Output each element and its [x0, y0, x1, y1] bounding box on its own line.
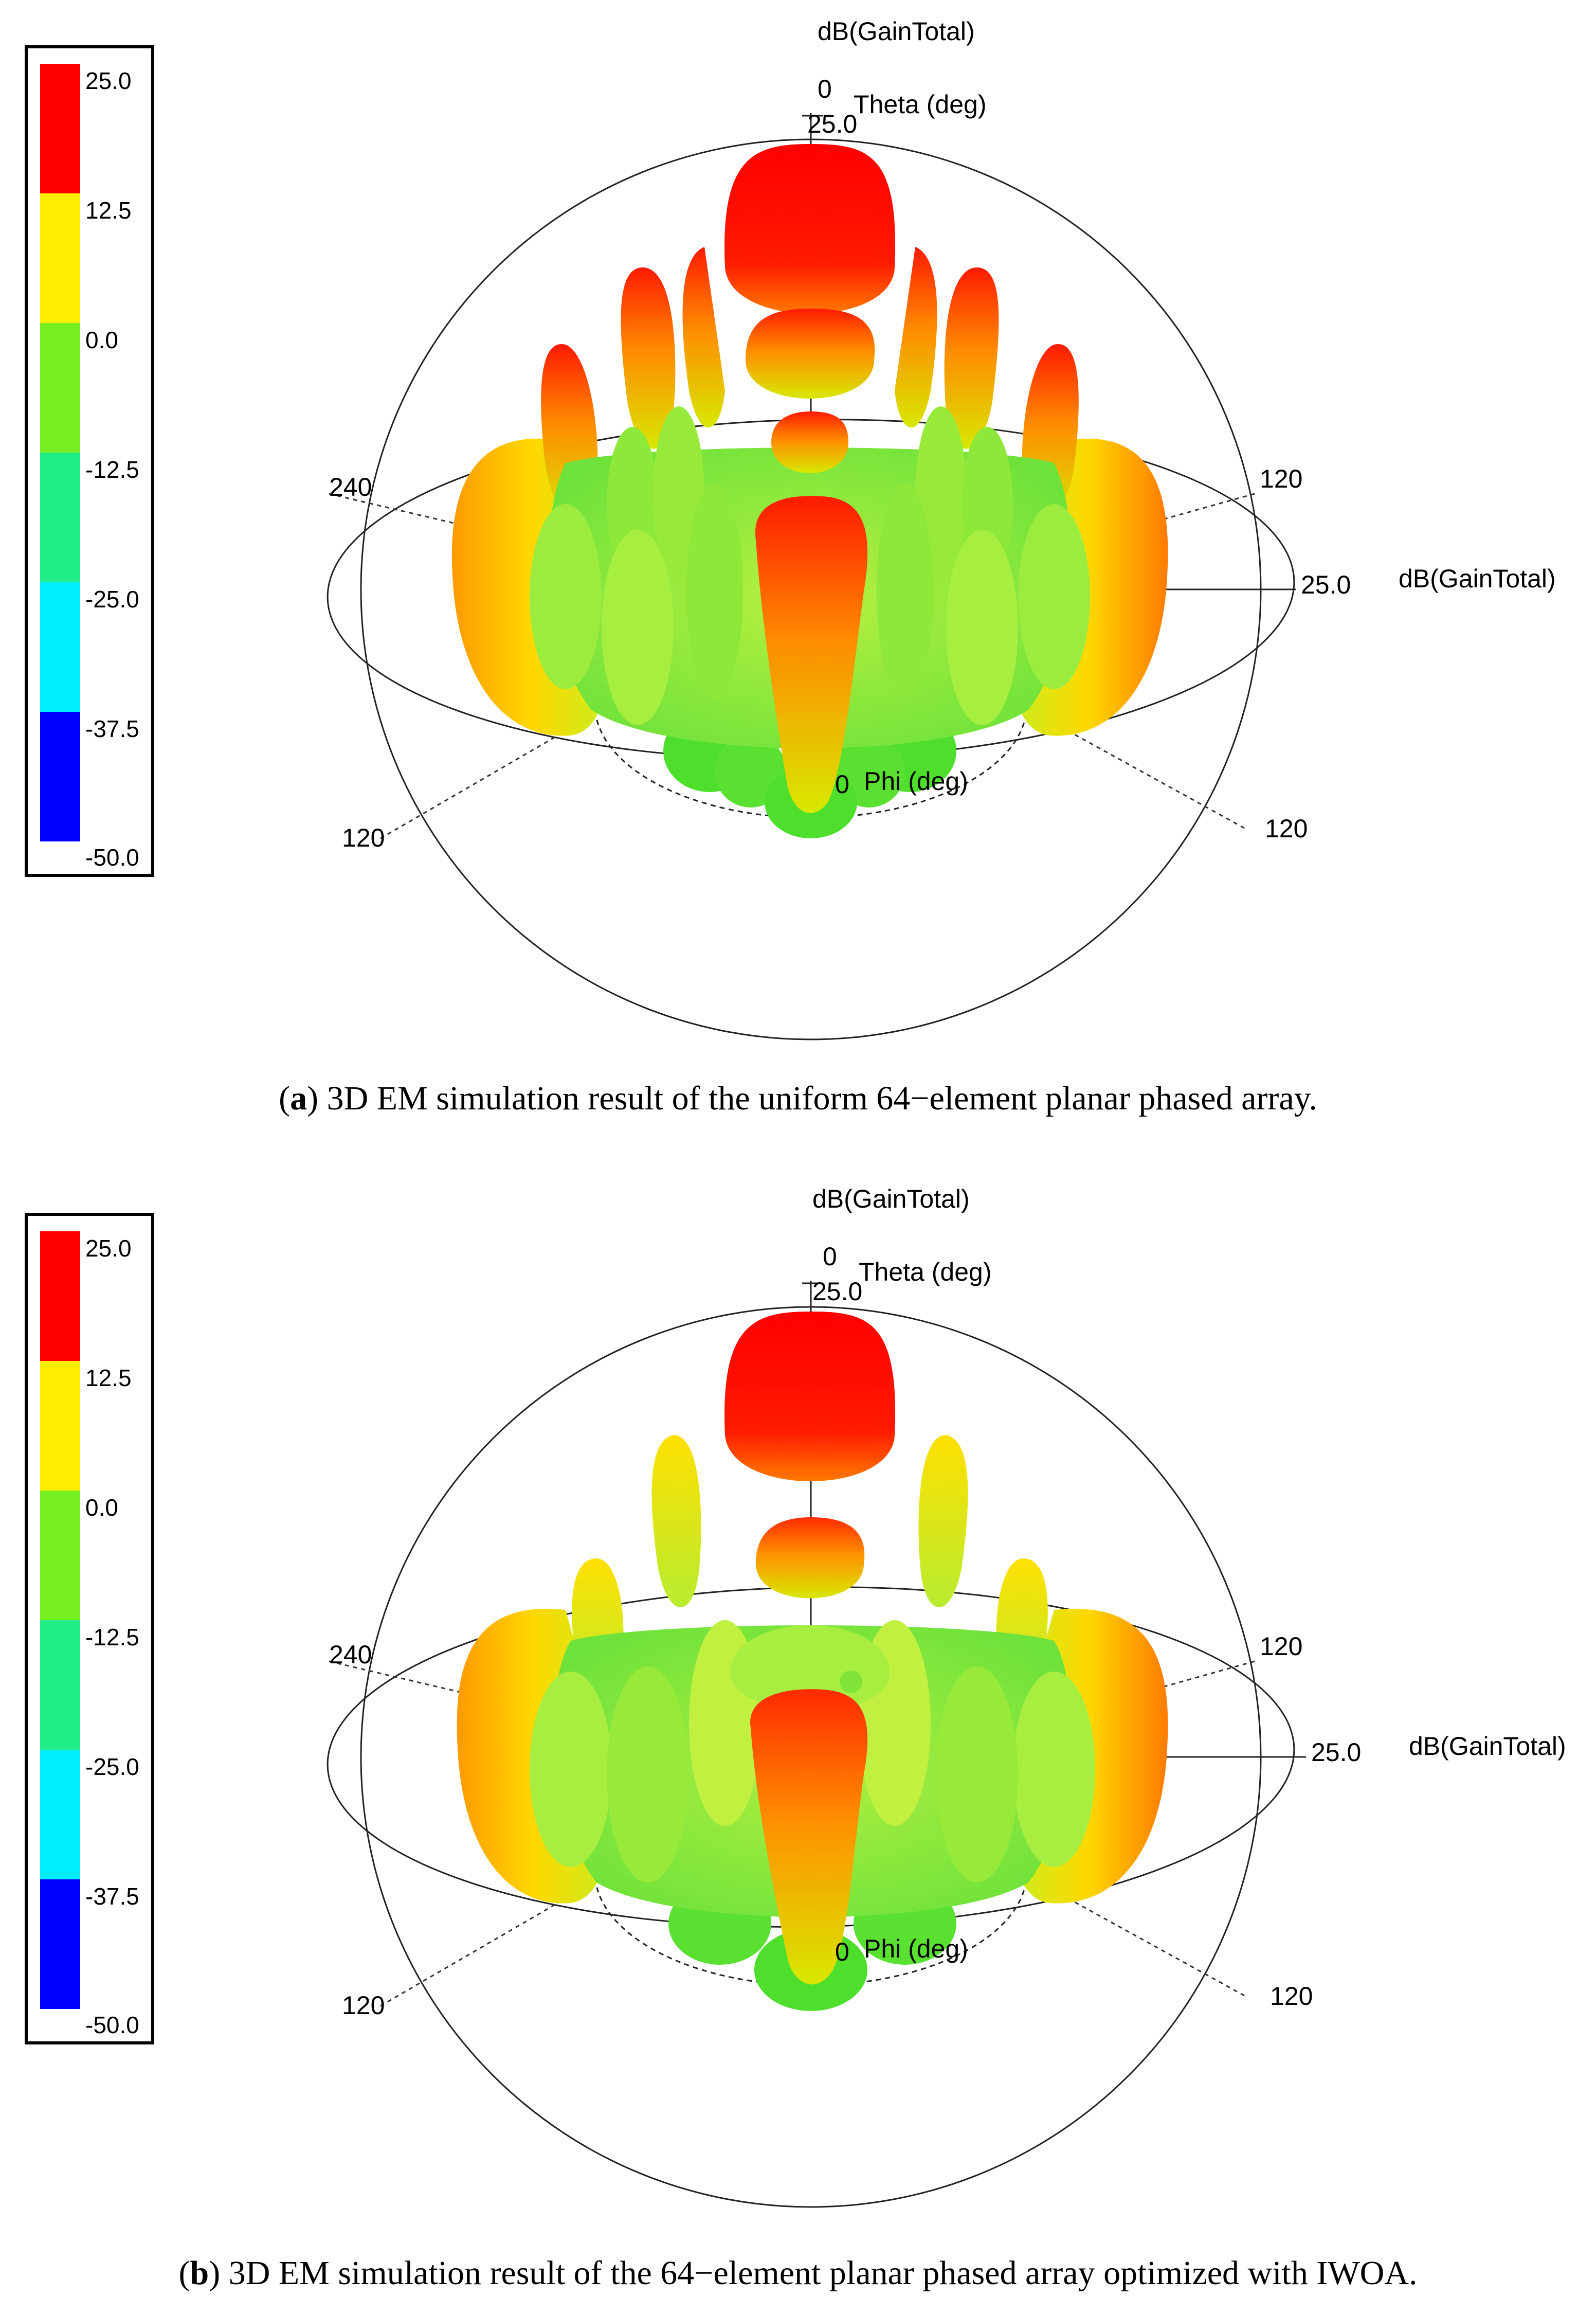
theta-max-label: 25.0: [807, 110, 858, 138]
caption-a: (a) 3D EM simulation result of the unifo…: [279, 1080, 1317, 1117]
radiation-pattern-3d: [327, 113, 1296, 1040]
caption-b: (b) 3D EM simulation result of the 64−el…: [178, 2254, 1418, 2292]
legend-swatch-green: [40, 1620, 80, 1750]
theta-zero-label: 0: [823, 1242, 837, 1271]
phi-120-lower-right-label: 120: [1270, 1982, 1313, 2011]
caption-letter: a: [290, 1080, 307, 1117]
legend-tick: -50.0: [85, 844, 139, 871]
theta-axis-label: Theta (deg): [854, 90, 987, 119]
legend-tick: -37.5: [85, 1883, 139, 1910]
right-title-label: dB(GainTotal): [1399, 564, 1556, 593]
color-legend: 25.0 12.5 0.0 -12.5 -25.0 -37.5 -50.0: [25, 1213, 154, 2044]
legend-swatch-lightgreen: [40, 1491, 80, 1620]
theta-axis-label: Theta (deg): [859, 1258, 992, 1286]
top-title: dB(GainTotal): [812, 1185, 970, 1213]
caption-text: 3D EM simulation result of the 64−elemen…: [220, 2254, 1418, 2292]
main-beam: [724, 144, 896, 473]
phi-120-lower-left-label: 120: [342, 823, 385, 852]
phi-axis-label: Phi (deg): [864, 1934, 968, 1963]
color-legend: 25.0 12.5 0.0 -12.5 -25.0 -37.5 -50.0: [25, 45, 154, 877]
caption-letter: b: [190, 2254, 209, 2292]
phi-240-label: 240: [329, 1640, 372, 1669]
legend-swatch-yellow: [40, 1361, 80, 1491]
right-value-label: 25.0: [1301, 570, 1351, 599]
radiation-pattern-3d: [327, 1281, 1306, 2208]
legend-swatch-red: [40, 64, 80, 193]
legend-swatch-red: [40, 1231, 80, 1361]
front-lobe: [750, 1689, 868, 1985]
top-title: dB(GainTotal): [818, 17, 975, 46]
legend-tick: 0.0: [85, 1494, 118, 1521]
legend-tick: -50.0: [85, 2012, 139, 2038]
phi-axis-label: Phi (deg): [864, 767, 968, 796]
legend-swatch-cyan: [40, 582, 80, 712]
legend-tick: 25.0: [85, 1235, 132, 1262]
phi-120-lower-right-label: 120: [1265, 814, 1308, 843]
phi-zero-label: 0: [835, 770, 849, 799]
legend-tick: 25.0: [85, 67, 132, 94]
theta-zero-label: 0: [818, 75, 832, 103]
legend-tick: 12.5: [85, 1365, 132, 1391]
phi-zero-label: 0: [835, 1937, 849, 1966]
right-value-label: 25.0: [1311, 1738, 1362, 1767]
caption-text: 3D EM simulation result of the uniform 6…: [318, 1080, 1317, 1117]
legend-tick: -37.5: [85, 715, 139, 742]
legend-swatch-yellow: [40, 193, 80, 323]
theta-max-label: 25.0: [812, 1277, 863, 1306]
legend-tick: -25.0: [85, 586, 139, 613]
legend-tick: -25.0: [85, 1753, 139, 1780]
legend-tick: 0.0: [85, 327, 118, 353]
legend-swatch-lightgreen: [40, 323, 80, 453]
right-title-label: dB(GainTotal): [1409, 1732, 1566, 1761]
legend-swatch-green: [40, 453, 80, 582]
main-beam: [724, 1312, 896, 1599]
legend-tick: 12.5: [85, 197, 132, 224]
front-lobe: [755, 496, 868, 813]
legend-swatch-cyan: [40, 1750, 80, 1879]
legend-swatch-blue: [40, 712, 80, 841]
legend-swatch-blue: [40, 1879, 80, 2009]
panel-b: 25.0 12.5 0.0 -12.5 -25.0 -37.5 -50.0: [0, 1168, 1596, 2315]
phi-120-lower-left-label: 120: [342, 1991, 385, 2020]
panel-a: 25.0 12.5 0.0 -12.5 -25.0 -37.5 -50.0: [25, 17, 1556, 1117]
legend-tick: -12.5: [85, 456, 139, 483]
phi-120-upper-right-label: 120: [1260, 464, 1303, 493]
phi-240-label: 240: [329, 473, 372, 501]
legend-tick: -12.5: [85, 1624, 139, 1650]
phi-120-upper-right-label: 120: [1260, 1632, 1303, 1661]
